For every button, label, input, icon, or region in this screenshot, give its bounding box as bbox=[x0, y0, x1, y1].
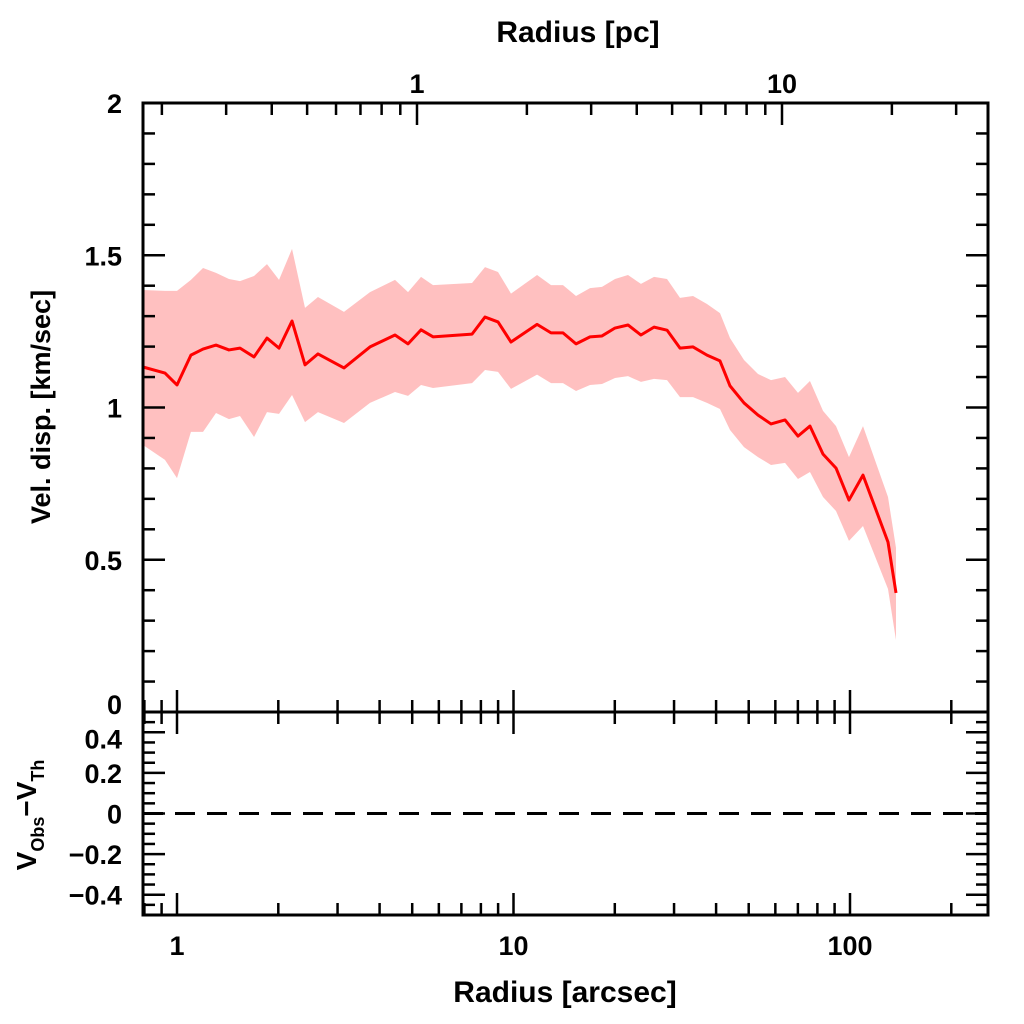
y-tick-label: 0 bbox=[107, 690, 122, 720]
residual-y-tick-label: 0 bbox=[107, 800, 122, 830]
x2-tick-label: 1 bbox=[409, 69, 424, 99]
residual-y-axis-title: VObs−VTh bbox=[11, 760, 48, 871]
x-tick-label: 100 bbox=[827, 931, 872, 961]
velocity-dispersion-line bbox=[142, 315, 898, 594]
x-tick-label: 10 bbox=[498, 931, 528, 961]
y-tick-label: 1.5 bbox=[84, 241, 122, 271]
x-tick-label: 1 bbox=[169, 931, 184, 961]
bottom-axis-title: Radius [arcsec] bbox=[453, 976, 676, 1009]
y-axis-title: Vel. disp. [km/sec] bbox=[26, 290, 56, 524]
y-tick-label: 1 bbox=[107, 394, 122, 424]
x2-tick-label: 10 bbox=[767, 69, 797, 99]
top-axis-title: Radius [pc] bbox=[496, 16, 659, 49]
residual-ylabel-obs: Obs bbox=[28, 817, 48, 852]
residual-y-tick-label: −0.4 bbox=[69, 881, 122, 911]
residual-ylabel-v: V bbox=[11, 851, 42, 870]
residual-ylabel-th: Th bbox=[28, 760, 48, 782]
y-tick-label: 2 bbox=[107, 89, 122, 119]
residual-ylabel-minus-v: −V bbox=[11, 781, 42, 816]
y-tick-label: 0.5 bbox=[84, 546, 122, 576]
data-line-layer bbox=[142, 315, 898, 594]
error-band-layer bbox=[143, 248, 897, 641]
error-band bbox=[143, 248, 897, 641]
ticks-layer bbox=[143, 103, 988, 915]
residual-y-tick-label: 0.4 bbox=[84, 724, 122, 754]
residual-y-tick-label: −0.2 bbox=[69, 840, 122, 870]
residual-y-tick-label: 0.2 bbox=[84, 759, 122, 789]
